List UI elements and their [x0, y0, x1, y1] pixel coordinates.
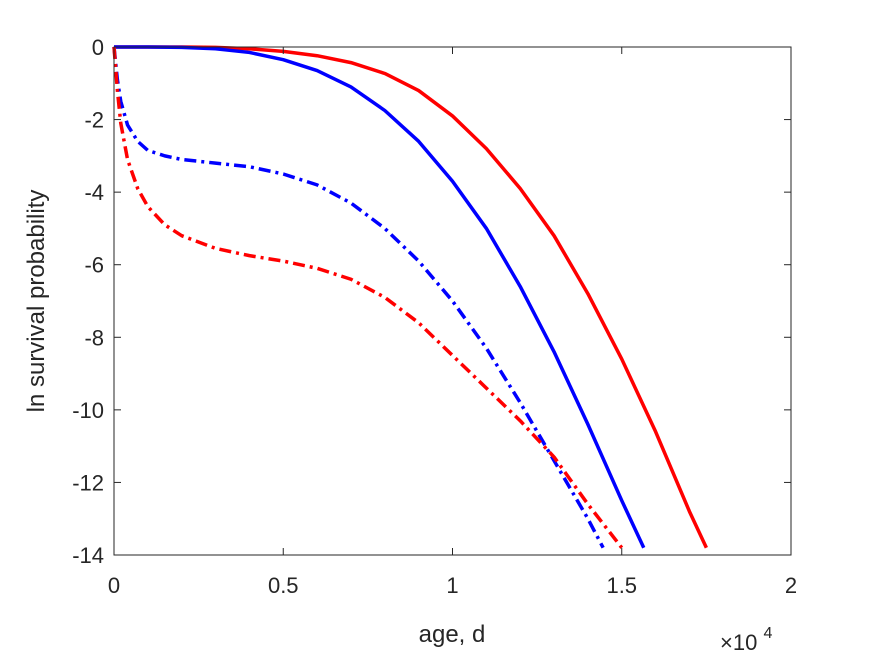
x-exponent-label: ×10 4 [720, 625, 772, 655]
y-tick-label: -10 [72, 398, 104, 423]
x-tick-label: 2 [785, 573, 797, 598]
x-tick-label: 1.5 [606, 573, 637, 598]
tick-layer: 0 0.5 1 1.5 2 0 -2 -4 -6 -8 -10 -12 -14 [72, 35, 797, 598]
series-line-3 [112, 46, 605, 549]
plot-area [114, 47, 791, 555]
x-tick-label: 0 [108, 573, 120, 598]
y-tick-label: -4 [84, 180, 104, 205]
x-exponent-base: ×10 [720, 630, 757, 655]
x-tick-label: 0.5 [268, 573, 299, 598]
y-axis-title: ln survival probability [23, 190, 50, 413]
x-axis-title: age, d [419, 621, 486, 648]
series-line-2 [114, 45, 646, 549]
y-tick-label: -14 [72, 543, 104, 568]
y-tick-label: -8 [84, 325, 104, 350]
y-tick-label: -6 [84, 253, 104, 278]
x-exponent-power: 4 [763, 625, 772, 642]
y-tick-label: -2 [84, 108, 104, 133]
y-tick-label: -12 [72, 470, 104, 495]
y-tick-label: 0 [92, 35, 104, 60]
x-tick-label: 1 [446, 573, 458, 598]
